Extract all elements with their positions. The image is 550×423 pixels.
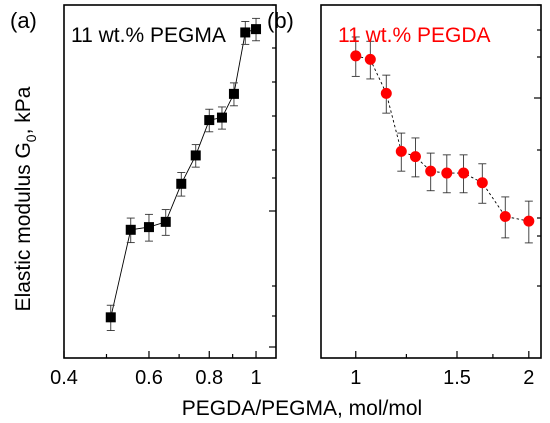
x-tick-label: 1	[250, 367, 261, 389]
x-tick-label: 0.6	[135, 367, 163, 389]
data-point	[441, 167, 453, 179]
data-point	[395, 145, 407, 157]
data-point	[409, 151, 421, 163]
data-point	[160, 216, 171, 227]
data-point	[523, 215, 535, 227]
data-point	[125, 224, 136, 235]
panel-a: 0.4 0.6 0.8 1 (a) 11 wt.% PEGMA	[10, 4, 277, 389]
x-tick-label: 1.5	[443, 367, 471, 389]
data-point	[364, 53, 376, 65]
data-point	[350, 50, 362, 62]
panel-label: (a)	[10, 8, 37, 33]
data-point	[499, 211, 511, 223]
data-point	[190, 150, 201, 161]
data-point	[105, 312, 116, 323]
data-point	[143, 222, 154, 233]
x-tick-label: 1	[350, 367, 361, 389]
x-axis-label: PEGDA/PEGMA, mol/mol	[182, 397, 422, 420]
data-point	[476, 177, 488, 189]
data-point	[228, 88, 239, 99]
panel-title: 11 wt.% PEGDA	[338, 24, 491, 47]
panel-b: 1 1.5 2 (b) 11 wt.% PEGDA	[267, 4, 542, 389]
series-line	[110, 28, 257, 318]
data-point	[251, 24, 262, 35]
x-tick-label: 0.4	[50, 367, 78, 389]
data-point	[216, 112, 227, 123]
data-point	[425, 165, 437, 177]
plot-frame	[63, 4, 277, 359]
data-point	[380, 87, 392, 99]
panel-title: 11 wt.% PEGMA	[71, 24, 226, 47]
data-point	[458, 167, 470, 179]
series-line	[355, 55, 529, 222]
panel-label: (b)	[267, 8, 294, 33]
x-tick-label: 0.8	[195, 367, 223, 389]
data-point	[176, 178, 187, 189]
plot-frame	[320, 4, 542, 359]
data-point	[240, 27, 251, 38]
x-tick-label: 2	[523, 367, 534, 389]
data-point	[204, 115, 215, 126]
y-axis-label: Elastic modulus G0, kPa	[12, 86, 39, 311]
